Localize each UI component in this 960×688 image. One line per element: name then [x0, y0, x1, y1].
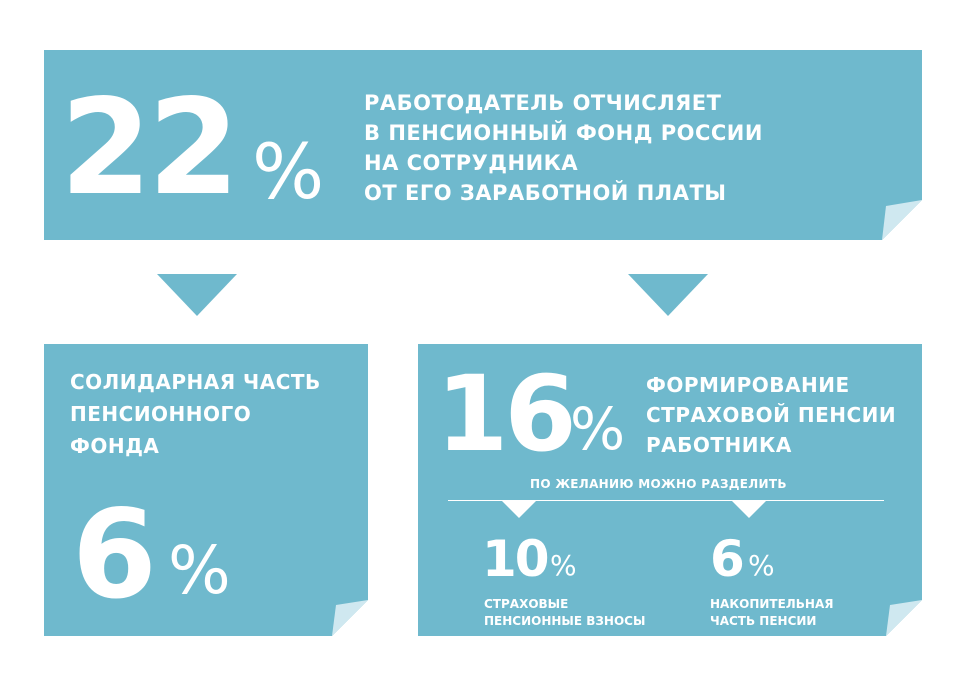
top-description-line: В ПЕНСИОННЫЙ ФОНД РОССИИ	[364, 121, 763, 145]
left-description-line: ПЕНСИОННОГО	[70, 402, 252, 426]
top-description: РАБОТОДАТЕЛЬ ОТЧИСЛЯЕТ В ПЕНСИОННЫЙ ФОНД…	[364, 88, 763, 208]
sub-right-number: 6	[710, 530, 745, 588]
top-description-line: ОТ ЕГО ЗАРАБОТНОЙ ПЛАТЫ	[364, 181, 727, 205]
split-divider	[448, 500, 884, 501]
sub-left-percent-sign: %	[550, 549, 577, 582]
top-description-line: РАБОТОДАТЕЛЬ ОТЧИСЛЯЕТ	[364, 91, 722, 115]
sub-right-description-line: НАКОПИТЕЛЬНАЯ	[710, 597, 834, 611]
left-down-arrow-icon	[157, 274, 237, 316]
left-description: СОЛИДАРНАЯ ЧАСТЬ ПЕНСИОННОГО ФОНДА	[70, 366, 321, 462]
right-description: ФОРМИРОВАНИЕ СТРАХОВОЙ ПЕНСИИ РАБОТНИКА	[646, 370, 896, 460]
sub-right-arrow-icon	[732, 501, 766, 518]
right-description-line: СТРАХОВОЙ ПЕНСИИ	[646, 403, 897, 427]
left-card-fold-icon	[332, 600, 368, 636]
sub-left-number: 10	[482, 530, 550, 588]
left-description-line: СОЛИДАРНАЯ ЧАСТЬ	[70, 370, 321, 394]
right-percentage-number: 16	[436, 353, 577, 475]
left-description-line: ФОНДА	[70, 434, 160, 458]
left-percent-sign: %	[168, 532, 231, 609]
top-card-fold-icon	[882, 200, 922, 240]
sub-right-percent-sign: %	[748, 549, 775, 582]
right-description-line: РАБОТНИКА	[646, 433, 792, 457]
sub-right-description: НАКОПИТЕЛЬНАЯ ЧАСТЬ ПЕНСИИ	[710, 596, 834, 630]
sub-left-description: СТРАХОВЫЕ ПЕНСИОННЫЕ ВЗНОСЫ	[484, 596, 645, 630]
top-description-line: НА СОТРУДНИКА	[364, 151, 579, 175]
right-card-fold-icon	[886, 600, 922, 636]
right-down-arrow-icon	[628, 274, 708, 316]
right-card: 16 % ФОРМИРОВАНИЕ СТРАХОВОЙ ПЕНСИИ РАБОТ…	[418, 344, 922, 636]
sub-left-description-line: ПЕНСИОННЫЕ ВЗНОСЫ	[484, 614, 646, 628]
split-note: ПО ЖЕЛАНИЮ МОЖНО РАЗДЕЛИТЬ	[530, 477, 787, 491]
sub-left-arrow-icon	[502, 501, 536, 518]
right-description-line: ФОРМИРОВАНИЕ	[646, 373, 850, 397]
right-percent-sign: %	[570, 395, 626, 463]
left-percentage-number: 6	[72, 484, 157, 626]
sub-left-description-line: СТРАХОВЫЕ	[484, 597, 569, 611]
sub-right-description-line: ЧАСТЬ ПЕНСИИ	[710, 614, 817, 628]
top-percent-sign: %	[252, 127, 325, 216]
top-card: 22 % РАБОТОДАТЕЛЬ ОТЧИСЛЯЕТ В ПЕНСИОННЫЙ…	[44, 50, 922, 240]
top-percentage-number: 22	[60, 71, 240, 225]
left-card: СОЛИДАРНАЯ ЧАСТЬ ПЕНСИОННОГО ФОНДА 6 %	[44, 344, 368, 636]
